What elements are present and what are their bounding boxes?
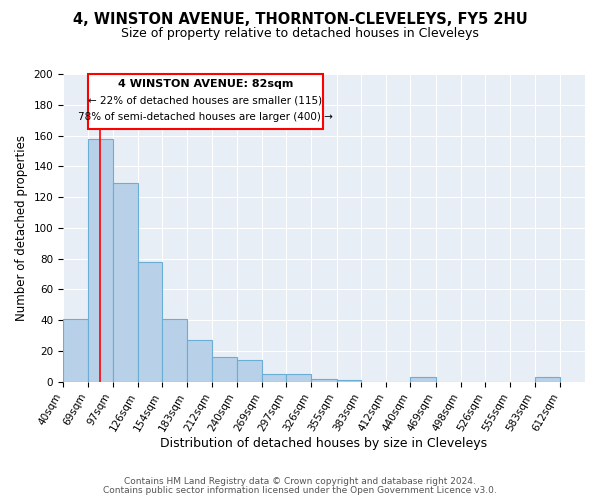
Bar [113,183,138,382]
Bar [337,380,361,382]
Text: ← 22% of detached houses are smaller (115): ← 22% of detached houses are smaller (11… [88,96,323,106]
Text: Size of property relative to detached houses in Cleveleys: Size of property relative to detached ho… [121,28,479,40]
Text: Contains HM Land Registry data © Crown copyright and database right 2024.: Contains HM Land Registry data © Crown c… [124,477,476,486]
Text: 78% of semi-detached houses are larger (400) →: 78% of semi-detached houses are larger (… [78,112,333,122]
Bar [187,340,212,382]
Bar [162,318,187,382]
Bar [262,374,286,382]
Bar [535,377,560,382]
FancyBboxPatch shape [88,74,323,130]
Y-axis label: Number of detached properties: Number of detached properties [15,135,28,321]
Bar [311,378,337,382]
X-axis label: Distribution of detached houses by size in Cleveleys: Distribution of detached houses by size … [160,437,488,450]
Bar [286,374,311,382]
Text: 4, WINSTON AVENUE, THORNTON-CLEVELEYS, FY5 2HU: 4, WINSTON AVENUE, THORNTON-CLEVELEYS, F… [73,12,527,28]
Bar [63,318,88,382]
Text: Contains public sector information licensed under the Open Government Licence v3: Contains public sector information licen… [103,486,497,495]
Bar [410,377,436,382]
Bar [88,138,113,382]
Bar [138,262,162,382]
Text: 4 WINSTON AVENUE: 82sqm: 4 WINSTON AVENUE: 82sqm [118,78,293,88]
Bar [237,360,262,382]
Bar [212,357,237,382]
